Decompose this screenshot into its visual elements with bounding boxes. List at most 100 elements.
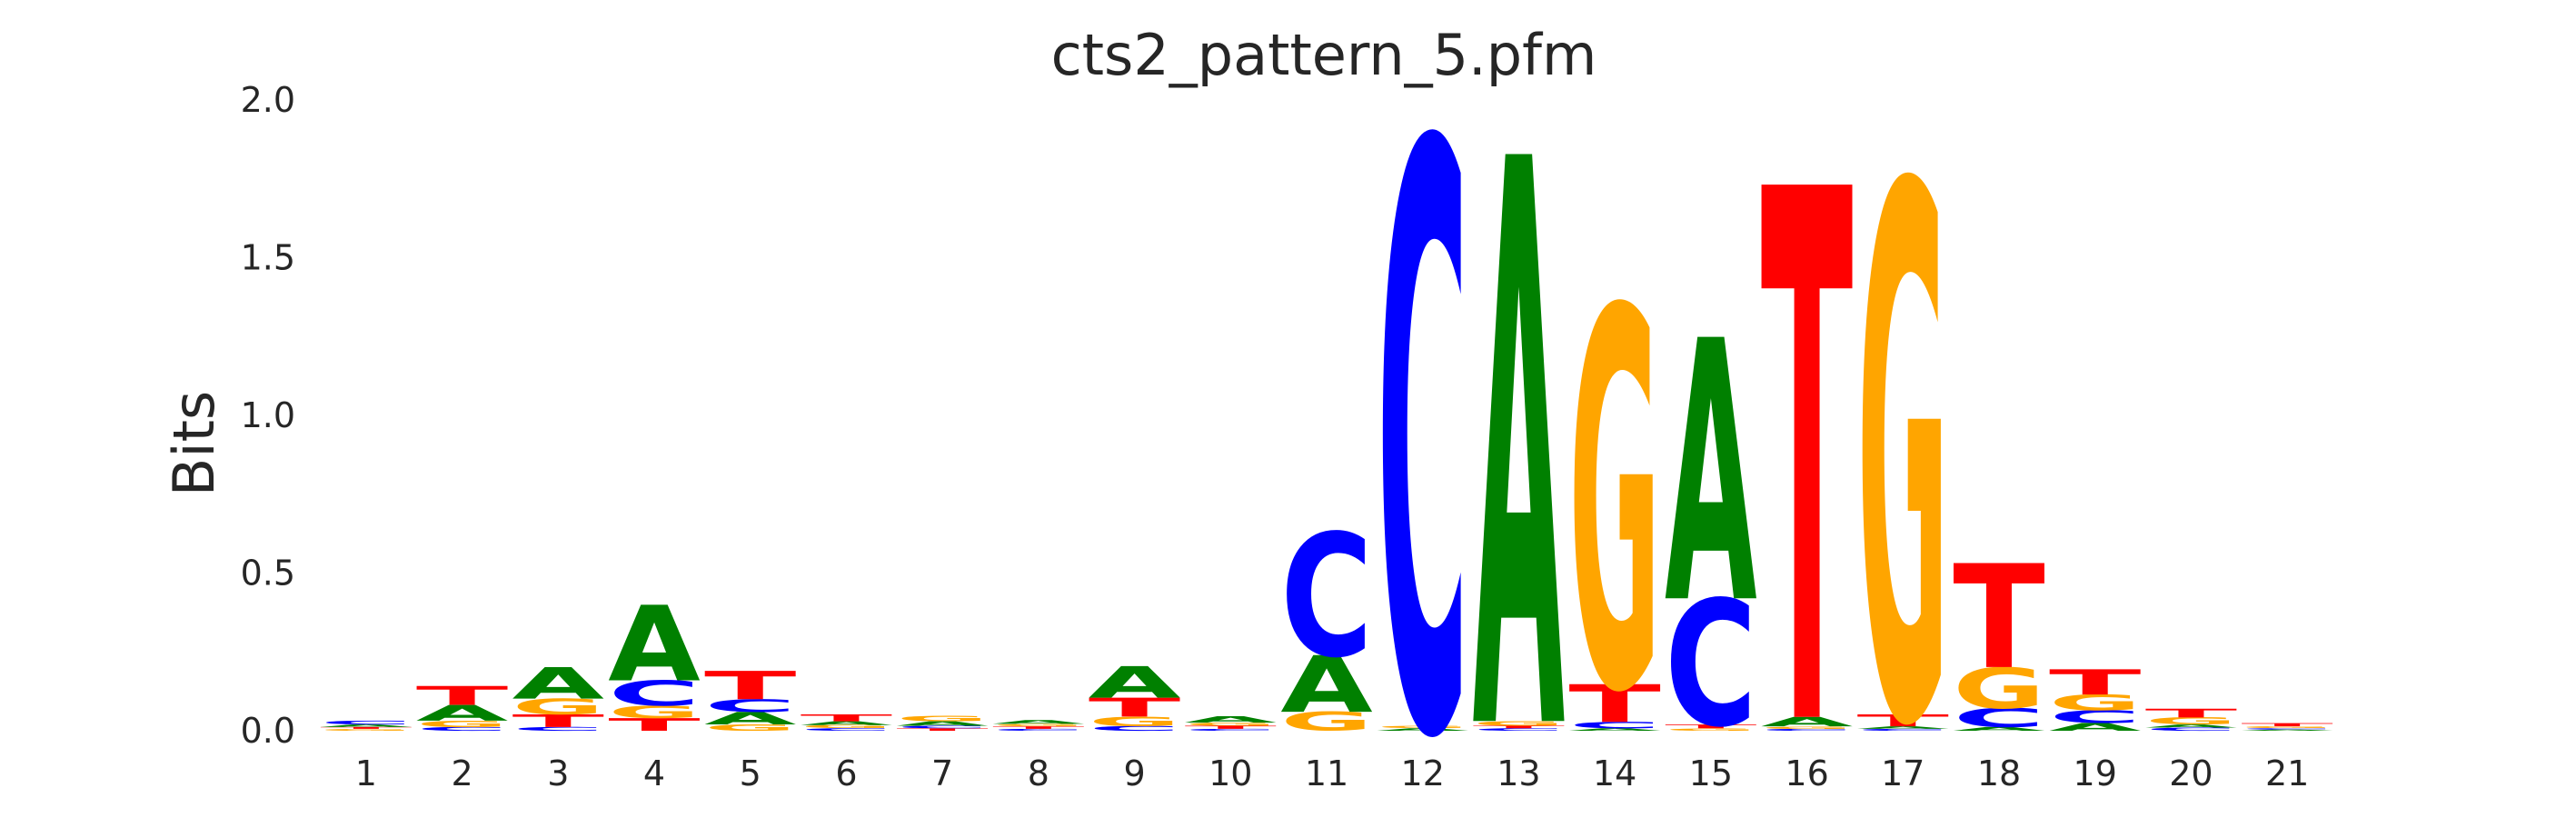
logo-letter-A: A — [1089, 658, 1180, 708]
logo-letter-G: G — [1568, 204, 1660, 807]
x-tick-label: 4 — [643, 753, 665, 793]
logo-letter-A: A — [320, 723, 413, 727]
x-axis-ticks: 1 2 3 4 5 6 7 8 9 10 11 12 13 14 15 16 17 18 19 20 21 — [355, 753, 2310, 793]
chart-title: cts2_pattern_5.pfm — [1051, 22, 1597, 88]
logo-letter-G: G — [512, 694, 604, 720]
logo-letter-G: G — [1953, 656, 2044, 722]
logo-letter-C: C — [1568, 720, 1660, 730]
logo-letter-T: T — [1857, 711, 1949, 730]
x-tick-label: 11 — [1305, 753, 1348, 793]
logo-letter-C: C — [2241, 728, 2332, 730]
logo-letter-C: C — [1761, 728, 1853, 731]
logo-letter-G: G — [416, 719, 508, 729]
logo-letter-T: T — [992, 725, 1085, 729]
x-tick-label: 6 — [835, 753, 857, 793]
logo-letter-C: C — [416, 726, 508, 733]
logo-letter-T: T — [1185, 724, 1278, 730]
logo-letter-A: A — [1377, 727, 1469, 731]
logo-letter-T: T — [704, 663, 797, 708]
x-tick-label: 3 — [547, 753, 569, 793]
x-tick-label: 8 — [1028, 753, 1049, 793]
logo-letter-T: T — [1568, 673, 1661, 734]
logo-letter-G: G — [992, 723, 1084, 727]
logo-letter-G: G — [896, 715, 988, 723]
x-tick-label: 5 — [740, 753, 761, 793]
logo-letter-G: G — [704, 723, 796, 733]
logo-letter-T: T — [801, 713, 893, 723]
x-tick-label: 12 — [1401, 753, 1445, 793]
logo-letter-G: G — [2145, 715, 2237, 726]
logo-letter-T: T — [1761, 41, 1854, 818]
logo-letter-T: T — [416, 681, 508, 711]
x-tick-label: 17 — [1881, 753, 1925, 793]
y-axis-label: Bits — [161, 391, 227, 496]
x-tick-label: 10 — [1208, 753, 1252, 793]
logo-letter-A: A — [1761, 714, 1853, 730]
logo-letter-C: C — [2049, 707, 2141, 727]
logo-letter-A: A — [1953, 726, 2045, 733]
logo-letter-C: C — [1377, 0, 1468, 818]
logo-letter-T: T — [2145, 706, 2237, 721]
x-tick-label: 21 — [2265, 753, 2309, 793]
logo-letter-G: G — [801, 724, 892, 730]
logo-letter-G: G — [2049, 690, 2141, 715]
logo-letter-G: G — [1185, 722, 1277, 727]
logo-letter-A: A — [608, 584, 700, 705]
logo-letter-T: T — [1473, 725, 1566, 729]
logo-letter-A: A — [416, 701, 509, 725]
logo-letter-C: C — [2145, 727, 2237, 733]
x-tick-label: 16 — [1785, 753, 1828, 793]
logo-letter-C: C — [320, 720, 412, 726]
y-tick-label: 0.5 — [241, 554, 295, 594]
logo-letter-G: G — [1473, 720, 1565, 727]
logo-letter-A: A — [1568, 727, 1661, 731]
logo-letter-A: A — [2049, 721, 2141, 733]
logo-letter-T: T — [1953, 535, 2044, 702]
logo-letter-C: C — [1089, 724, 1180, 732]
logo-letter-A: A — [2241, 729, 2333, 731]
x-tick-label: 7 — [931, 753, 953, 793]
logo-letter-T: T — [1089, 693, 1180, 723]
logo-letter-A: A — [1857, 725, 1950, 729]
logo-letter-A: A — [704, 709, 797, 729]
x-tick-label: 15 — [1689, 753, 1733, 793]
logo-letter-C: C — [896, 725, 988, 729]
logo-letter-C: C — [1185, 728, 1277, 731]
logo-letter-C: C — [1857, 728, 1949, 731]
x-tick-label: 13 — [1497, 753, 1540, 793]
logo-letter-C: C — [801, 728, 892, 732]
x-tick-label: 9 — [1123, 753, 1145, 793]
y-tick-label: 1.0 — [241, 395, 295, 435]
logo-letter-T: T — [2241, 723, 2333, 728]
y-tick-label: 1.5 — [241, 238, 295, 278]
logo-letter-G: G — [1665, 727, 1756, 731]
x-tick-label: 20 — [2169, 753, 2213, 793]
logo-letter-C: C — [704, 696, 796, 716]
logo-letter-A: A — [1665, 266, 1757, 683]
x-tick-label: 19 — [2074, 753, 2117, 793]
logo-letter-A: A — [992, 719, 1085, 725]
logo-letter-G: G — [1857, 37, 1949, 818]
logo-letter-C: C — [1473, 728, 1565, 732]
logo-letter-C: C — [1665, 565, 1756, 766]
logo-stacks: GTACCGATCTGATGCAGACTCGATTCAGCTGACGTACTGA… — [320, 0, 2333, 818]
logo-letter-T: T — [512, 711, 604, 731]
logo-letter-A: A — [896, 720, 989, 727]
y-tick-label: 2.0 — [241, 80, 295, 120]
logo-letter-C: C — [1953, 703, 2044, 733]
y-tick-label: 0.0 — [241, 711, 295, 751]
logo-letter-C: C — [992, 728, 1084, 731]
logo-letter-T: T — [608, 715, 700, 735]
y-axis-ticks: 0.0 0.5 1.0 1.5 2.0 — [241, 80, 295, 751]
x-tick-label: 2 — [451, 753, 472, 793]
x-tick-label: 1 — [355, 753, 377, 793]
logo-letter-G: G — [320, 728, 412, 731]
logo-letter-A: A — [1473, 1, 1566, 818]
logo-letter-G: G — [2241, 726, 2332, 729]
logo-letter-C: C — [512, 726, 604, 733]
logo-letter-G: G — [1377, 725, 1468, 729]
logo-letter-T: T — [2049, 663, 2141, 703]
x-tick-label: 14 — [1593, 753, 1636, 793]
x-tick-label: 18 — [1977, 753, 2021, 793]
